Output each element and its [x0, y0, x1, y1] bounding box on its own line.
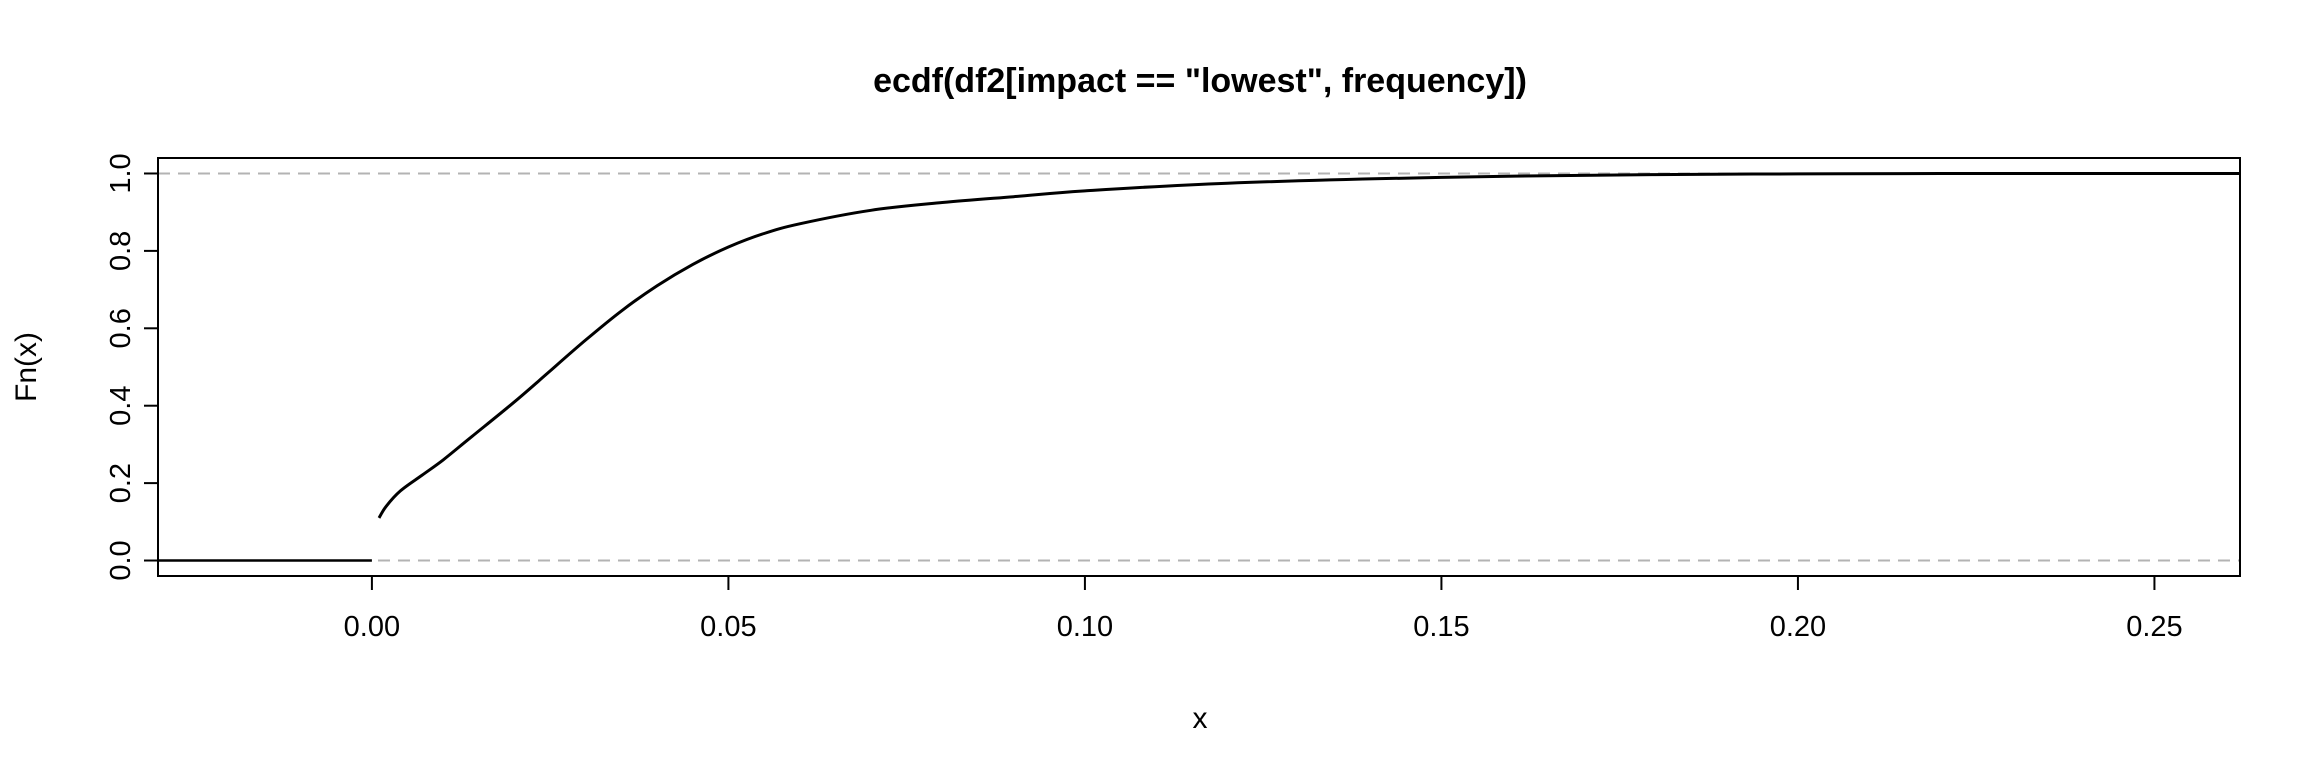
series-layer [158, 171, 2240, 562]
x-tick-label-2: 0.10 [1057, 611, 1113, 643]
x-tick-label-4: 0.20 [1770, 611, 1826, 643]
y-tick-label-2: 0.4 [105, 386, 137, 426]
x-axis: 0.00 0.05 0.10 0.15 0.20 0.25 [344, 576, 2183, 643]
y-axis: 0.0 0.2 0.4 0.6 0.8 1.0 [105, 153, 158, 581]
y-tick-label-0: 0.0 [105, 540, 137, 580]
y-tick-label-1: 0.2 [105, 463, 137, 503]
x-tick-label-1: 0.05 [700, 611, 756, 643]
y-axis-label: Fn(x) [10, 332, 43, 402]
y-tick-label-5: 1.0 [105, 153, 137, 193]
y-tick-label-4: 0.8 [105, 231, 137, 271]
x-tick-label-3: 0.15 [1413, 611, 1469, 643]
x-axis-label: x [1193, 702, 1208, 735]
chart-title: ecdf(df2[impact == "lowest", frequency]) [873, 62, 1527, 100]
x-tick-label-5: 0.25 [2126, 611, 2182, 643]
x-tick-label-0: 0.00 [344, 611, 400, 643]
reference-lines [158, 172, 2240, 562]
plot-frame [157, 157, 2241, 577]
series-0-ecdf-curve [377, 171, 2240, 519]
y-tick-label-3: 0.6 [105, 308, 137, 348]
